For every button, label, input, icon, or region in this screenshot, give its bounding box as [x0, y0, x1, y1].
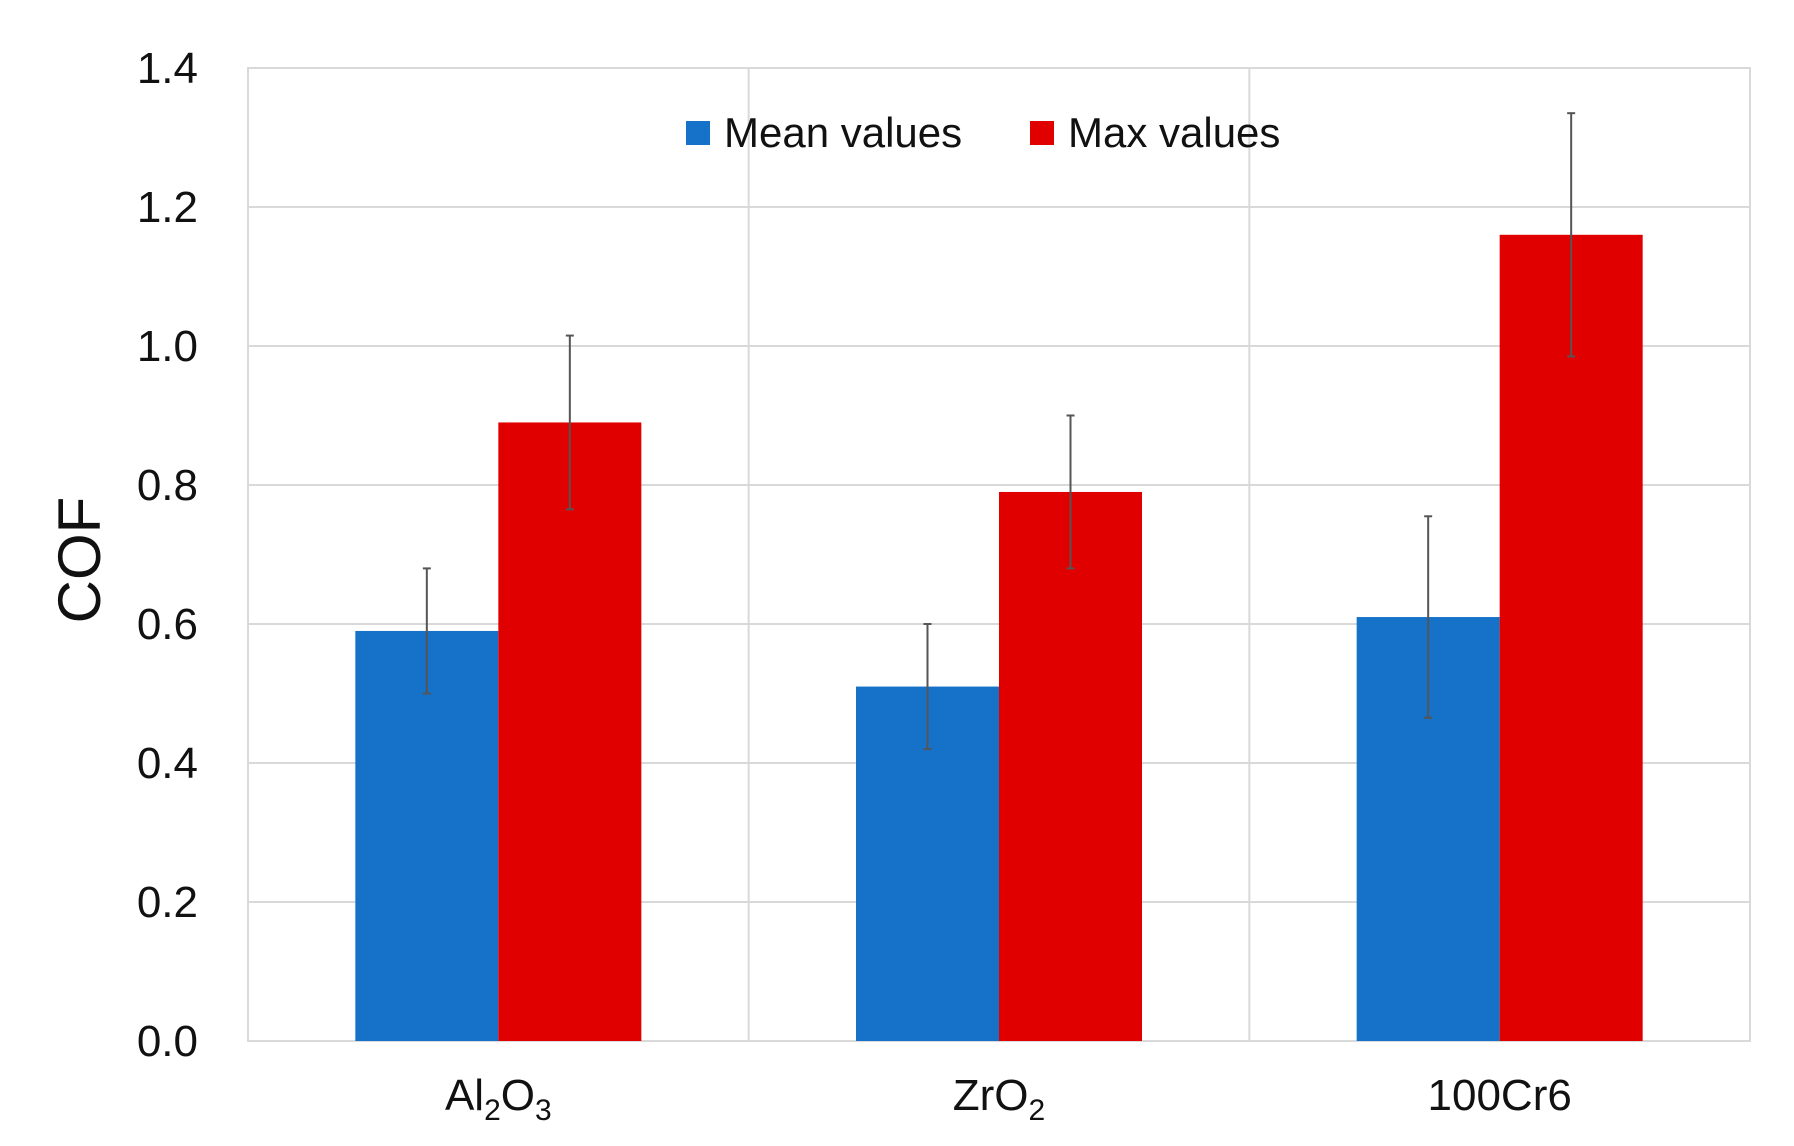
- y-tick-label: 0.6: [137, 600, 198, 649]
- bar-max-values-al2o3: [498, 422, 642, 1041]
- bar-max-values-100cr6: [1499, 234, 1643, 1042]
- x-category-label: Al2​O3​: [445, 1071, 552, 1127]
- bar-mean-values-al2o3: [355, 630, 499, 1041]
- x-category-label: ZrO2​: [953, 1071, 1045, 1127]
- legend-item: Max values: [1030, 109, 1280, 156]
- bar-max-values-zro2: [999, 491, 1142, 1041]
- error-bar: [1567, 112, 1576, 358]
- y-tick-label: 1.2: [137, 183, 198, 232]
- error-bar: [1066, 414, 1075, 570]
- error-bar: [1424, 515, 1433, 719]
- x-axis-labels: Al2​O3​ ZrO2​ 100Cr6: [445, 1071, 1572, 1127]
- error-bars-group: [422, 112, 1576, 751]
- error-bar: [923, 623, 932, 751]
- legend-label: Max values: [1068, 109, 1280, 156]
- y-tick-label: 0.8: [137, 461, 198, 510]
- y-axis-ticks: 0.0 0.2 0.4 0.6 0.8 1.0 1.2 1.4: [137, 44, 198, 1066]
- y-tick-label: 0.4: [137, 739, 198, 788]
- legend-swatch: [1030, 121, 1054, 145]
- legend: Mean values Max values: [686, 109, 1280, 156]
- error-bar: [422, 567, 431, 695]
- x-category-label: 100Cr6: [1428, 1071, 1572, 1120]
- y-axis-title: COF: [46, 497, 113, 624]
- y-tick-label: 1.0: [137, 322, 198, 371]
- y-tick-label: 0.2: [137, 878, 198, 927]
- y-tick-label: 1.4: [137, 44, 198, 93]
- legend-swatch: [686, 121, 710, 145]
- legend-item: Mean values: [686, 109, 962, 156]
- error-bar: [565, 334, 574, 511]
- bars-group: [355, 234, 1643, 1042]
- legend-label: Mean values: [724, 109, 962, 156]
- y-tick-label: 0.0: [137, 1017, 198, 1066]
